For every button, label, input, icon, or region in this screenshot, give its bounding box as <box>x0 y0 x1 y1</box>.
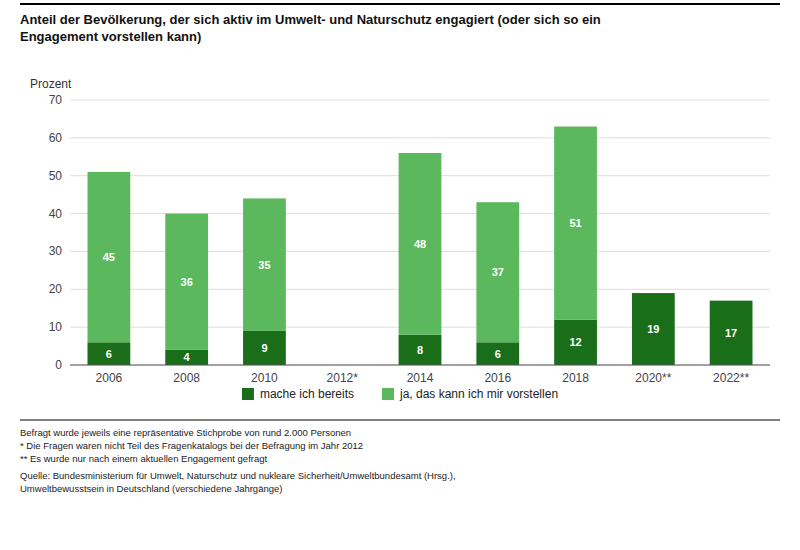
x-tick-label: 2020** <box>635 371 671 385</box>
data-label: 45 <box>103 251 115 263</box>
data-label: 12 <box>569 336 581 348</box>
grid-line <box>70 100 770 101</box>
text-line: Anteil der Bevölkerung, der sich aktiv i… <box>20 12 601 27</box>
title: Anteil der Bevölkerung, der sich aktiv i… <box>20 12 601 44</box>
footnote: Befragt wurde jeweils eine repräsentativ… <box>20 427 363 464</box>
data-label: 35 <box>258 259 270 271</box>
text-line: ** Es wurde nur nach einem aktuellen Eng… <box>20 453 268 464</box>
bar-segment <box>710 301 753 365</box>
y-tick-label: 30 <box>49 244 63 258</box>
data-label: 17 <box>725 327 737 339</box>
x-tick-label: 2018 <box>562 371 589 385</box>
bar-segment <box>554 127 597 320</box>
chart: Anteil der Bevölkerung, der sich aktiv i… <box>0 0 800 550</box>
y-axis-label: Prozent <box>30 77 72 91</box>
bar-segment <box>476 342 519 365</box>
grid <box>70 100 770 365</box>
y-tick-label: 70 <box>49 93 63 107</box>
top-rule <box>20 3 780 5</box>
x-tick-label: 2008 <box>173 371 200 385</box>
bar-segment <box>165 350 208 365</box>
bar-segment <box>243 198 286 331</box>
data-label: 51 <box>569 217 581 229</box>
bar-segment <box>632 293 675 365</box>
bar-segment <box>243 331 286 365</box>
data-label: 37 <box>492 266 504 278</box>
text-line: Engagement vorstellen kann) <box>20 29 201 44</box>
bars <box>88 127 753 366</box>
x-tick-label: 2012* <box>327 371 359 385</box>
y-tick-label: 20 <box>49 282 63 296</box>
x-tick-label: 2022** <box>713 371 749 385</box>
data-label: 48 <box>414 238 426 250</box>
data-label: 9 <box>261 342 267 354</box>
data-label: 4 <box>184 351 191 363</box>
legend-swatch <box>242 388 254 400</box>
text-line: * Die Fragen waren nicht Teil des Fragen… <box>20 440 363 451</box>
data-label: 19 <box>647 323 659 335</box>
bar-segment <box>88 342 131 365</box>
legend-entry: mache ich bereits <box>260 387 354 401</box>
data-label: 6 <box>106 348 112 360</box>
data-label: 36 <box>181 276 193 288</box>
bar-segment <box>399 153 442 335</box>
legend: mache ich bereits ja, das kann ich mir vo… <box>242 387 558 401</box>
x-tick-label: 2010 <box>251 371 278 385</box>
data-labels: 6 4 9 8 6 12 19 17 45 36 35 48 37 51 <box>103 217 737 363</box>
separator <box>20 420 780 421</box>
legend-swatch <box>382 388 394 400</box>
x-tick-label: 2016 <box>484 371 511 385</box>
data-label: 8 <box>417 344 423 356</box>
x-tick-label: 2014 <box>407 371 434 385</box>
text-line: Befragt wurde jeweils eine repräsentativ… <box>20 427 351 438</box>
bar-segment <box>476 202 519 342</box>
bar-segment <box>554 320 597 365</box>
x-axis-line <box>70 365 770 366</box>
y-tick-label: 10 <box>49 320 63 334</box>
legend-entry: ja, das kann ich mir vorstellen <box>399 387 558 401</box>
data-label: 6 <box>495 348 501 360</box>
text-line: Quelle: Bundesministerium für Umwelt, Na… <box>20 470 456 481</box>
bar-segment <box>399 335 442 365</box>
x-tick-label: 2006 <box>96 371 123 385</box>
footnote: Quelle: Bundesministerium für Umwelt, Na… <box>20 470 456 494</box>
grid-line <box>70 365 770 366</box>
bar-segment <box>88 172 131 342</box>
text-line: Umweltbewusstsein in Deutschland (versch… <box>20 483 282 494</box>
y-tick-label: 50 <box>49 169 63 183</box>
grid-line <box>70 137 770 138</box>
y-tick-label: 40 <box>49 207 63 221</box>
y-tick-label: 0 <box>55 358 62 372</box>
bar-segment <box>165 214 208 350</box>
y-tick-label: 60 <box>49 131 63 145</box>
